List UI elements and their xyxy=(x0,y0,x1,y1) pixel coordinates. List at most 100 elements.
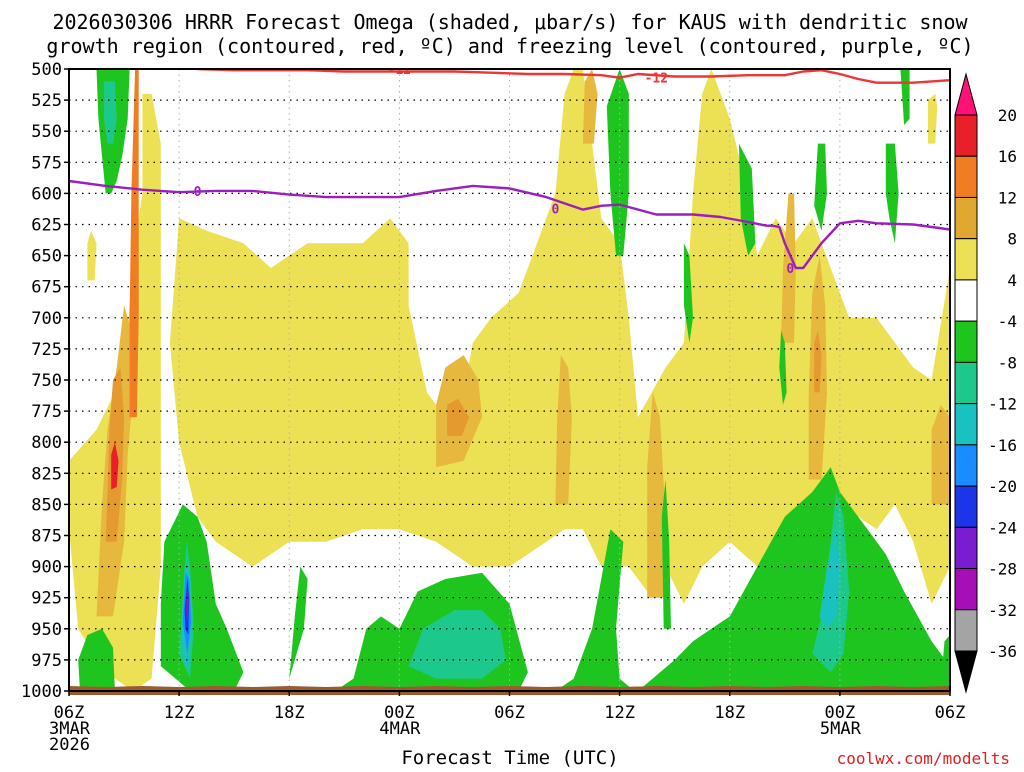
y-tick-label-875: 875 xyxy=(31,527,62,547)
y-tick-label-975: 975 xyxy=(31,651,62,671)
y-tick-label-700: 700 xyxy=(31,309,62,329)
x-tick-label-24-0: 06Z xyxy=(494,703,525,723)
y-tick-label-675: 675 xyxy=(31,278,62,298)
omega-region-39 xyxy=(206,616,220,660)
colorbar-label-4: 4 xyxy=(1007,271,1017,290)
omega-region-7 xyxy=(447,398,470,436)
gridlines xyxy=(69,69,950,691)
omega-region-5 xyxy=(169,69,950,604)
contour-label-0-2: 0 xyxy=(786,262,794,277)
x-tick-label-18-1: 4MAR xyxy=(379,719,421,739)
x-tick-label-6-0: 12Z xyxy=(164,703,195,723)
omega-region-16 xyxy=(928,93,938,144)
colorbar-label-3: 8 xyxy=(1007,230,1017,249)
omega-region-18 xyxy=(103,81,117,144)
omega-region-12 xyxy=(781,193,796,343)
y-tick-label-750: 750 xyxy=(31,371,62,391)
colorbar-label-8: -16 xyxy=(988,436,1017,455)
chart-subtitle: growth region (contoured, red, ºC) and f… xyxy=(46,34,973,58)
omega-region-42 xyxy=(661,479,671,629)
x-tick-label-42-0: 00Z xyxy=(825,703,856,723)
colorbar-bin-2 xyxy=(954,196,978,240)
y-tick-label-650: 650 xyxy=(31,247,62,267)
contour-label--12-0: -12 xyxy=(388,63,411,78)
omega-region-22 xyxy=(885,143,899,244)
colorbar-label-11: -28 xyxy=(988,560,1017,579)
colorbar-label-6: -8 xyxy=(998,353,1017,372)
x-tick-label-0-0: 06Z xyxy=(54,703,85,723)
contour-label--12-1: -12 xyxy=(645,72,668,87)
omega-region-24 xyxy=(78,628,115,691)
y-tick-label-625: 625 xyxy=(31,216,62,236)
y-tick-label-900: 900 xyxy=(31,558,62,578)
colorbar-label-9: -20 xyxy=(988,477,1017,496)
colorbar-bin-11 xyxy=(954,568,978,611)
omega-region-40 xyxy=(683,243,693,343)
chart-title: 2026030306 HRRR Forecast Omega (shaded, … xyxy=(52,10,968,34)
x-tick-label-30-0: 12Z xyxy=(604,703,635,723)
colorbar-bin-4 xyxy=(954,279,978,322)
x-tick-label-12-0: 18Z xyxy=(274,703,305,723)
colorbar-bottom-arrow xyxy=(954,650,978,694)
colorbar-bin-6 xyxy=(954,361,978,405)
x-tick-label-48-0: 06Z xyxy=(935,703,966,723)
contour-0 xyxy=(69,179,950,270)
y-tick-label-725: 725 xyxy=(31,340,62,360)
x-tick-label-42-1: 5MAR xyxy=(820,719,862,739)
omega-region-29 xyxy=(555,529,635,691)
colorbar-label-13: -36 xyxy=(988,642,1017,661)
colorbar-label-10: -24 xyxy=(988,518,1017,537)
y-tick-label-575: 575 xyxy=(31,153,62,173)
contour-label-0-0: 0 xyxy=(194,185,202,200)
colorbar-label-5: -4 xyxy=(998,312,1017,331)
y-tick-label-600: 600 xyxy=(31,184,62,204)
x-tick-label-36-0: 18Z xyxy=(714,703,745,723)
omega-region-11 xyxy=(814,330,822,393)
y-tick-label-950: 950 xyxy=(31,620,62,640)
omega-region-13 xyxy=(931,404,950,505)
omega-region-20 xyxy=(738,143,756,256)
omega-region-28 xyxy=(408,610,506,679)
y-tick-label-525: 525 xyxy=(31,91,62,111)
omega-region-21 xyxy=(814,143,827,231)
colorbar-label-12: -32 xyxy=(988,601,1017,620)
omega-region-30 xyxy=(638,467,950,691)
colorbar-bin-12 xyxy=(954,609,978,652)
y-tick-label-500: 500 xyxy=(31,60,62,80)
omega-region-32 xyxy=(819,529,840,629)
omega-shaded-field xyxy=(69,69,950,691)
contour--12 xyxy=(197,69,950,84)
omega-region-9 xyxy=(647,392,666,598)
x-axis-label: Forecast Time (UTC) xyxy=(401,747,618,768)
colorbar-bin-3 xyxy=(954,238,978,281)
colorbar-bin-0 xyxy=(954,114,978,157)
y-tick-label-850: 850 xyxy=(31,495,62,515)
colorbar-bin-7 xyxy=(954,403,978,446)
omega-region-3 xyxy=(129,69,139,418)
colorbar-top-arrow xyxy=(954,72,978,116)
x-tick-label-0-2: 2026 xyxy=(49,735,90,755)
x-tick-label-0-1: 3MAR xyxy=(49,719,91,739)
y-tick-label-800: 800 xyxy=(31,433,62,453)
colorbar-label-7: -12 xyxy=(988,395,1017,414)
colorbar-bin-8 xyxy=(954,444,978,487)
omega-region-26 xyxy=(289,566,308,679)
y-tick-label-550: 550 xyxy=(31,122,62,142)
omega-region-15 xyxy=(87,230,97,281)
colorbar-bin-9 xyxy=(954,485,978,528)
colorbar-label-2: 12 xyxy=(998,188,1017,207)
omega-region-14 xyxy=(582,69,598,144)
omega-region-38 xyxy=(186,585,189,623)
omega-region-8 xyxy=(555,355,572,505)
y-tick-label-825: 825 xyxy=(31,464,62,484)
temperature-contours: -12 -12 0 0 0 xyxy=(69,63,950,277)
colorbar-label-0: 20 xyxy=(998,106,1017,125)
omega-region-19 xyxy=(606,69,629,256)
omega-region-4 xyxy=(111,442,119,490)
colorbar-bin-10 xyxy=(954,526,978,570)
y-tick-label-925: 925 xyxy=(31,589,62,609)
omega-region-23 xyxy=(900,69,910,125)
